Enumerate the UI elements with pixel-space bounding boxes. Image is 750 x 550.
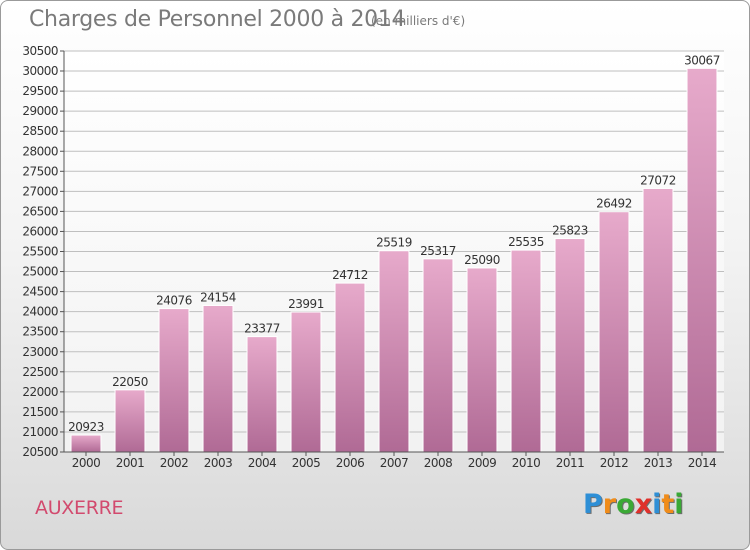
y-tick-label: 20500 [22, 445, 58, 459]
y-tick-label: 30500 [22, 44, 58, 58]
y-tick-label: 24500 [22, 285, 58, 299]
bar-2012 [598, 211, 630, 453]
bar-value-label: 24076 [156, 294, 192, 308]
bars: 20923 22050 24076 24154 23377 23991 24712 25519… [68, 53, 720, 453]
y-tick-label: 22500 [22, 365, 58, 379]
y-tick-label: 26500 [22, 204, 58, 218]
bar-value-label: 25090 [464, 253, 500, 267]
bar-value-label: 30067 [684, 53, 720, 67]
bar-value-label: 20923 [68, 420, 104, 434]
y-tick-label: 27500 [22, 164, 58, 178]
y-tick-label: 27000 [22, 184, 58, 198]
city-name: AUXERRE [35, 497, 124, 519]
bar-2010 [510, 249, 542, 453]
logo-letter: x [634, 489, 653, 520]
y-tick-label: 30000 [22, 64, 58, 78]
bar-value-label: 25535 [508, 235, 544, 249]
logo-letter: i [652, 489, 662, 520]
y-tick-label: 29000 [22, 104, 58, 118]
x-tick-label: 2003 [204, 456, 233, 470]
logo-letter: r [602, 489, 617, 520]
x-tick-label: 2001 [116, 456, 145, 470]
bar-2009 [466, 267, 498, 453]
bar-2007 [378, 250, 410, 453]
y-tick-label: 28000 [22, 144, 58, 158]
bar-value-label: 25823 [552, 224, 588, 238]
bar-value-label: 25519 [376, 236, 412, 250]
x-tick-label: 2004 [248, 456, 277, 470]
chart-title: Charges de Personnel 2000 à 2014 [29, 7, 406, 32]
y-axis-labels: 20500 21000 21500 22000 22500 23000 23500 24000… [22, 44, 64, 459]
y-tick-label: 26000 [22, 224, 58, 238]
x-tick-label: 2002 [160, 456, 189, 470]
bar-2013 [642, 187, 674, 453]
bar-value-label: 22050 [112, 375, 148, 389]
bar-2001 [114, 389, 146, 453]
x-tick-label: 2010 [512, 456, 541, 470]
x-tick-label: 2007 [380, 456, 409, 470]
bar-2008 [422, 258, 454, 453]
bar-2000 [70, 434, 102, 453]
proxiti-logo[interactable]: Proxiti [583, 489, 684, 520]
y-tick-label: 21000 [22, 425, 58, 439]
bar-2004 [246, 336, 278, 453]
bar-2005 [290, 311, 322, 453]
y-tick-label: 29500 [22, 84, 58, 98]
y-tick-label: 25000 [22, 265, 58, 279]
logo-letter: P [583, 489, 603, 520]
bar-2011 [554, 238, 586, 453]
bar-value-label: 26492 [596, 197, 632, 211]
x-axis-labels: 2000 2001 2002 2003 2004 2005 2006 2007 2008 2009… [72, 452, 717, 470]
bar-2002 [158, 308, 190, 453]
bar-2014 [686, 67, 718, 453]
x-tick-label: 2014 [688, 456, 717, 470]
y-tick-label: 23000 [22, 345, 58, 359]
x-tick-label: 2013 [644, 456, 673, 470]
bar-value-label: 25317 [420, 244, 456, 258]
bar-value-label: 23377 [244, 322, 280, 336]
bar-value-label: 24154 [200, 290, 236, 304]
x-tick-label: 2005 [292, 456, 321, 470]
x-tick-label: 2012 [600, 456, 629, 470]
y-tick-label: 24000 [22, 305, 58, 319]
bar-value-label: 23991 [288, 297, 324, 311]
x-tick-label: 2006 [336, 456, 365, 470]
y-tick-label: 23500 [22, 325, 58, 339]
y-tick-label: 28500 [22, 124, 58, 138]
bar-value-label: 27072 [640, 173, 676, 187]
logo-letter: o [616, 489, 635, 520]
y-tick-label: 22000 [22, 385, 58, 399]
bar-2006 [334, 282, 366, 453]
x-tick-label: 2011 [556, 456, 585, 470]
x-tick-label: 2009 [468, 456, 497, 470]
bar-2003 [202, 304, 234, 453]
logo-letter: i [674, 489, 684, 520]
x-tick-label: 2000 [72, 456, 101, 470]
y-tick-label: 25500 [22, 245, 58, 259]
y-tick-label: 21500 [22, 405, 58, 419]
logo-letter: t [661, 489, 675, 520]
bar-value-label: 24712 [332, 268, 368, 282]
x-tick-label: 2008 [424, 456, 453, 470]
chart-subtitle: (en milliers d'€) [371, 14, 466, 28]
